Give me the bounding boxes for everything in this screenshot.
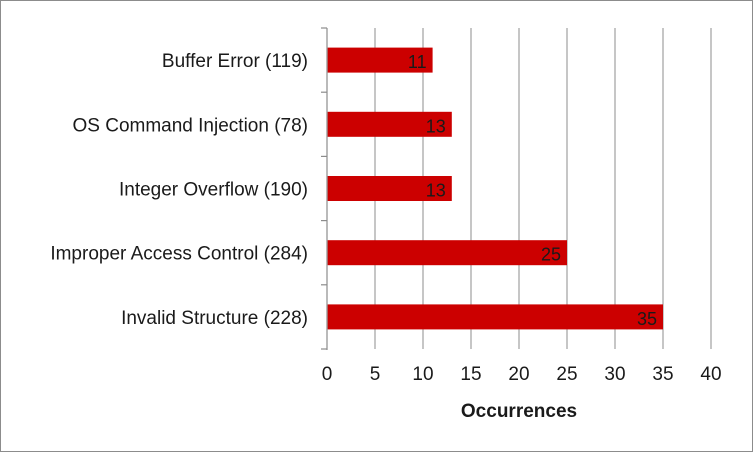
data-label-2: 13 [426, 181, 446, 201]
category-label-3: Improper Access Control (284) [50, 244, 308, 265]
x-tick-labels: 0 5 10 15 20 25 30 35 40 [322, 364, 722, 385]
x-tick-label-5: 5 [370, 364, 381, 385]
x-tick-label-15: 15 [460, 364, 481, 385]
x-tick-label-25: 25 [556, 364, 577, 385]
category-label-1: OS Command Injection (78) [73, 115, 309, 136]
data-label-1: 13 [426, 116, 446, 136]
bar-2 [327, 176, 452, 201]
gridlines [374, 28, 712, 349]
x-tick-label-20: 20 [508, 364, 529, 385]
category-label-2: Integer Overflow (190) [119, 180, 308, 201]
category-label-4: Invalid Structure (228) [121, 308, 308, 329]
x-tick-label-35: 35 [652, 364, 673, 385]
data-label-3: 25 [541, 245, 561, 265]
x-tick-label-40: 40 [700, 364, 721, 385]
bars [327, 47, 663, 330]
category-label-0: Buffer Error (119) [162, 51, 308, 72]
y-axis [321, 27, 328, 350]
data-label-0: 11 [408, 52, 427, 72]
data-label-4: 35 [637, 309, 657, 329]
x-tick-label-0: 0 [322, 364, 333, 385]
bar-1 [327, 111, 452, 137]
bar-4 [327, 304, 663, 330]
x-axis-title: Occurrences [461, 401, 577, 422]
category-labels: Buffer Error (119) OS Command Injection (… [50, 51, 308, 329]
data-labels: 11 13 13 25 35 [408, 52, 657, 329]
x-tick-label-10: 10 [412, 364, 433, 385]
x-tick-label-30: 30 [604, 364, 625, 385]
bar-3 [327, 240, 567, 266]
bar-0 [327, 47, 433, 73]
